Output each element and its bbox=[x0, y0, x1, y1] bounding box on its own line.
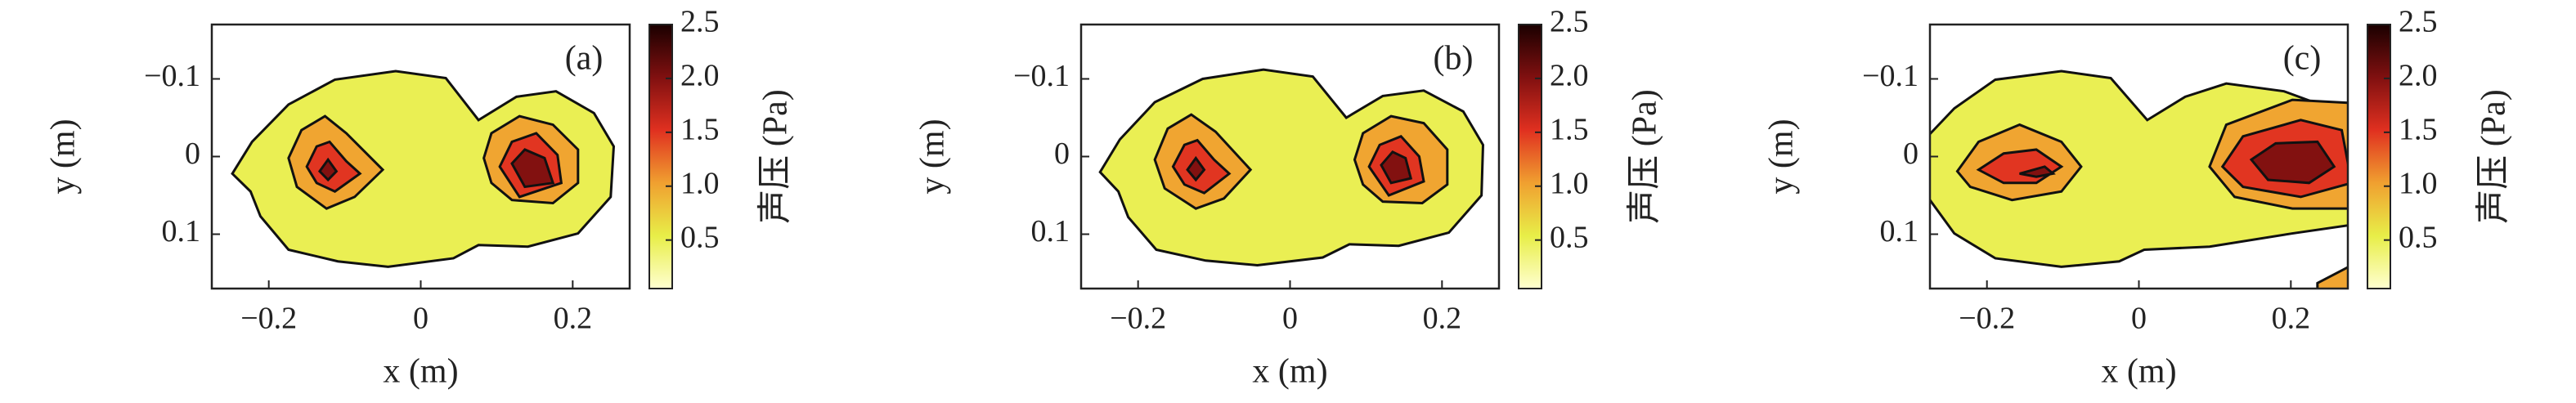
x-axis-label: x (m) bbox=[383, 353, 458, 391]
colorbar-tick-label: 0.5 bbox=[2399, 220, 2438, 254]
contour-region bbox=[510, 148, 555, 189]
colorbar bbox=[2367, 24, 2391, 289]
colorbar-tick-label: 1.0 bbox=[1550, 166, 1589, 200]
y-axis-label: y (m) bbox=[914, 119, 952, 194]
colorbar-tick-label: 0.5 bbox=[1550, 220, 1589, 254]
x-tick-label: −0.2 bbox=[1110, 302, 1166, 336]
contour-region bbox=[1380, 150, 1413, 185]
contour-region bbox=[1186, 155, 1206, 182]
x-tick-label: 0 bbox=[2131, 302, 2147, 336]
y-axis-label: y (m) bbox=[1763, 119, 1801, 194]
panel-label: (a) bbox=[565, 40, 604, 78]
contour-region bbox=[2249, 140, 2336, 185]
x-tick-label: 0.2 bbox=[2272, 302, 2311, 336]
x-tick-label: 0.2 bbox=[554, 302, 593, 336]
colorbar-tick-label: 2.0 bbox=[680, 59, 720, 93]
colorbar-tick-label: 1.5 bbox=[2399, 113, 2438, 147]
panel: −0.2 0 0.2 −0.1 0 0.1 x (m) y (m) (a) 0.5 1.0 1.5 2.… bbox=[45, 5, 795, 391]
colorbar-tick-label: 1.5 bbox=[1550, 113, 1589, 147]
x-tick-label: 0.2 bbox=[1423, 302, 1462, 336]
y-tick-label: 0 bbox=[1054, 137, 1070, 171]
y-axis-label: y (m) bbox=[45, 119, 83, 194]
y-tick-label: 0.1 bbox=[1031, 214, 1070, 249]
contour-region bbox=[317, 157, 339, 182]
x-tick-label: 0 bbox=[1282, 302, 1298, 336]
colorbar-tick-label: 1.0 bbox=[2399, 166, 2438, 200]
regions bbox=[1930, 69, 2348, 289]
colorbar-label: 声压 (Pa) bbox=[1627, 89, 1664, 223]
regions bbox=[231, 69, 616, 268]
y-tick-label: −0.1 bbox=[1862, 59, 1919, 93]
colorbar-label: 声压 (Pa) bbox=[2475, 89, 2513, 223]
y-tick-label: −0.1 bbox=[1013, 59, 1070, 93]
colorbar-tick-label: 2.0 bbox=[1550, 59, 1589, 93]
x-axis-label: x (m) bbox=[2101, 353, 2176, 391]
colorbar-tick-label: 2.5 bbox=[2399, 5, 2438, 39]
x-tick-label: −0.2 bbox=[1959, 302, 2015, 336]
x-tick-label: 0 bbox=[413, 302, 429, 336]
x-tick-label: −0.2 bbox=[240, 302, 297, 336]
colorbar-tick-label: 1.5 bbox=[680, 113, 720, 147]
y-tick-label: 0 bbox=[1903, 137, 1919, 171]
y-tick-label: 0.1 bbox=[162, 214, 201, 249]
panel-label: (b) bbox=[1434, 40, 1474, 78]
colorbar-label: 声压 (Pa) bbox=[757, 89, 795, 223]
x-axis-label: x (m) bbox=[1252, 353, 1327, 391]
y-tick-label: 0 bbox=[185, 137, 200, 171]
colorbar-tick-label: 2.0 bbox=[2399, 59, 2438, 93]
colorbar-tick-label: 1.0 bbox=[680, 166, 720, 200]
colorbar bbox=[1518, 24, 1542, 289]
contour-region bbox=[2316, 266, 2348, 289]
panel-label: (c) bbox=[2283, 40, 2322, 78]
regions bbox=[1098, 68, 1485, 267]
colorbar-tick-label: 2.5 bbox=[680, 5, 720, 39]
panel: −0.2 0 0.2 −0.1 0 0.1 x (m) y (m) (c) 0.5 1.0 1.5 2.… bbox=[1763, 5, 2513, 391]
colorbar-tick-label: 2.5 bbox=[1550, 5, 1589, 39]
y-tick-label: 0.1 bbox=[1880, 214, 1919, 249]
colorbar-tick-label: 0.5 bbox=[680, 220, 720, 254]
y-tick-label: −0.1 bbox=[144, 59, 200, 93]
contour-region bbox=[2019, 165, 2056, 178]
panel: −0.2 0 0.2 −0.1 0 0.1 x (m) y (m) (b) 0.5 1.0 1.5 2.… bbox=[914, 5, 1664, 391]
colorbar bbox=[648, 24, 673, 289]
